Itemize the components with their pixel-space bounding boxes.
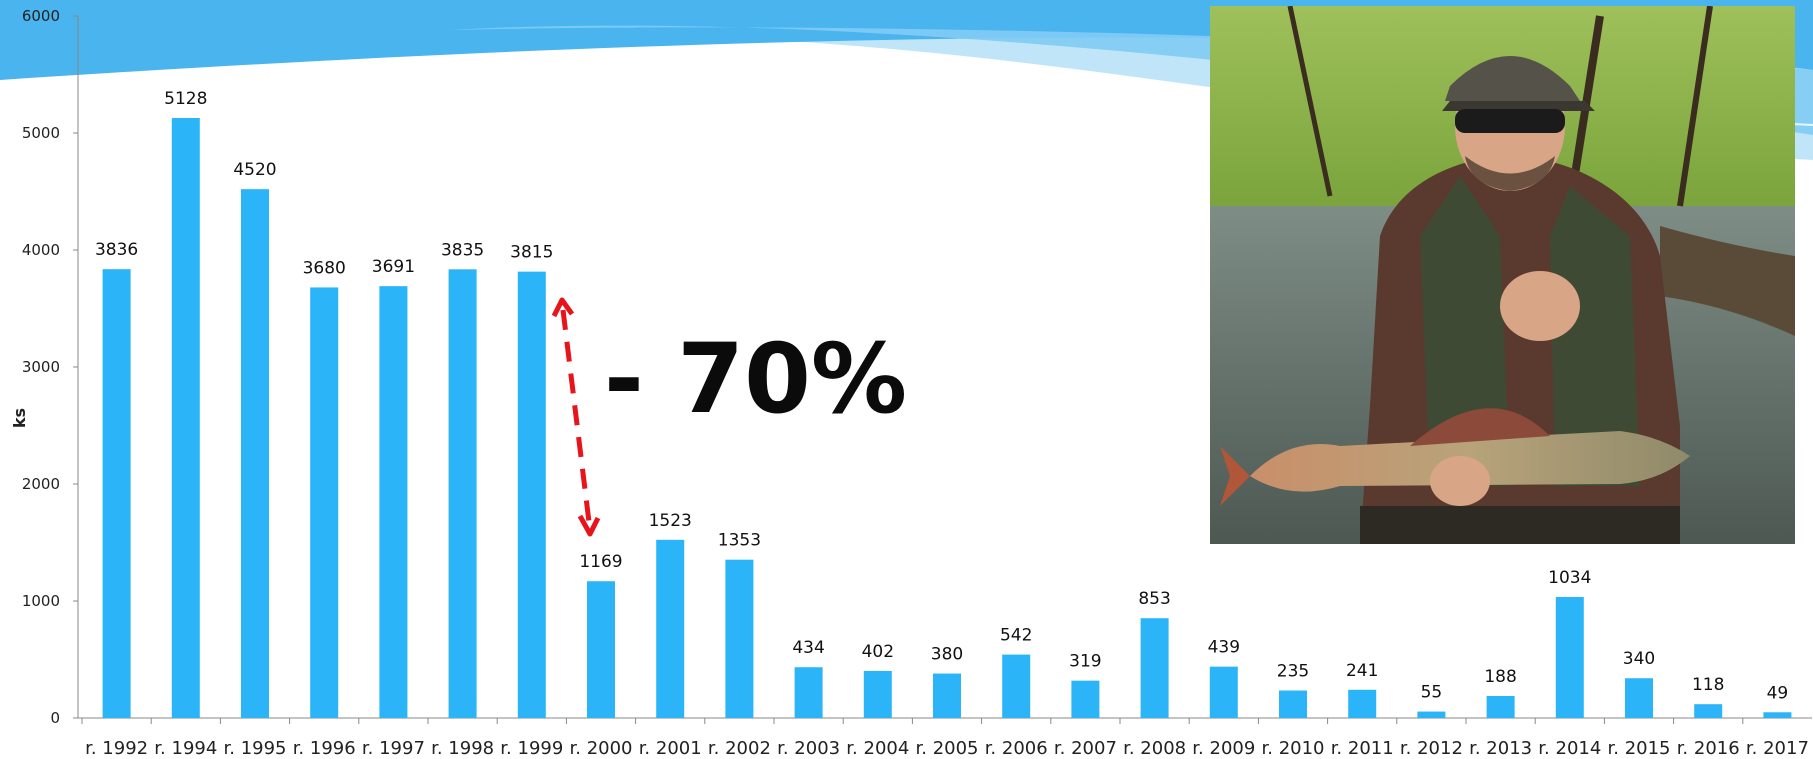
x-tick-label: r. 1995: [224, 738, 287, 759]
x-tick-label: r. 2015: [1608, 738, 1671, 759]
data-label: 439: [1208, 638, 1240, 658]
data-label: 55: [1421, 683, 1443, 703]
bar: [1763, 712, 1792, 718]
angler-photo: [1210, 6, 1795, 544]
bar: [794, 667, 823, 718]
x-tick-label: r. 1992: [85, 738, 148, 759]
x-tick-label: r. 1996: [293, 738, 356, 759]
data-label: 402: [862, 642, 894, 662]
data-label: 4520: [233, 160, 276, 180]
x-tick-label: r. 2009: [1192, 738, 1255, 759]
bar: [933, 673, 961, 718]
x-tick-label: r. 2007: [1054, 738, 1117, 759]
x-tick-label: r. 2002: [708, 738, 771, 759]
x-tick-label: r. 2003: [777, 738, 840, 759]
x-tick-label: r. 2004: [846, 738, 909, 759]
data-label: 380: [931, 645, 963, 665]
data-label: 49: [1767, 683, 1789, 703]
data-label: 188: [1484, 667, 1516, 687]
bar: [102, 269, 131, 718]
y-tick-label: 4000: [22, 241, 60, 259]
y-axis-label: ks: [10, 408, 29, 428]
bar: [241, 189, 269, 718]
bar: [725, 559, 754, 718]
data-label: 319: [1069, 652, 1101, 672]
bar: [1348, 689, 1377, 718]
chart-data-labels: 3836 5128 4520 3680 3691 3835 3815 1169 1523 1353…: [95, 89, 1788, 703]
bar: [1209, 666, 1238, 718]
data-label: 340: [1623, 649, 1655, 669]
x-tick-label: r. 2014: [1538, 738, 1601, 759]
data-label: 118: [1692, 675, 1724, 695]
data-label: 1523: [649, 511, 692, 531]
bar: [1555, 597, 1584, 718]
bar: [656, 539, 685, 718]
data-label: 1353: [718, 531, 761, 551]
x-tick-label: r. 1999: [500, 738, 563, 759]
data-label: 5128: [164, 89, 207, 109]
y-tick-label: 0: [50, 709, 60, 727]
bar: [863, 670, 892, 718]
bar: [1140, 618, 1169, 718]
bar: [1279, 690, 1307, 718]
data-label: 3691: [372, 257, 415, 277]
bar: [1417, 711, 1446, 718]
bar: [587, 581, 615, 718]
chart-x-ticks: r. 1992 r. 1994 r. 1995 r. 1996 r. 1997 r. 19…: [81, 718, 1809, 759]
y-tick-label: 5000: [22, 124, 60, 142]
bar: [379, 286, 408, 718]
x-tick-label: r. 2017: [1746, 738, 1809, 759]
data-label: 542: [1000, 626, 1032, 646]
x-tick-label: r. 1997: [362, 738, 425, 759]
x-tick-label: r. 2001: [639, 738, 702, 759]
bar: [171, 118, 200, 719]
data-label: 241: [1346, 661, 1378, 681]
bar: [1625, 678, 1653, 718]
x-tick-label: r. 2012: [1400, 738, 1463, 759]
x-tick-label: r. 2013: [1469, 738, 1532, 759]
data-label: 235: [1277, 662, 1309, 682]
bar: [1002, 654, 1031, 718]
x-tick-label: r. 2006: [985, 738, 1048, 759]
data-label: 3835: [441, 240, 484, 260]
x-tick-label: r. 1998: [431, 738, 494, 759]
y-tick-label: 2000: [22, 475, 60, 493]
data-label: 3815: [510, 243, 553, 263]
bar: [1694, 704, 1723, 718]
y-tick-label: 1000: [22, 592, 60, 610]
chart-bars: [102, 118, 1792, 719]
bar: [448, 269, 477, 718]
bar: [310, 287, 339, 718]
bar: [517, 271, 546, 718]
data-label: 3680: [303, 258, 346, 278]
y-tick-label: 3000: [22, 358, 60, 376]
drop-arrow: [551, 297, 601, 537]
x-tick-label: r. 2008: [1123, 738, 1186, 759]
y-tick-label: 6000: [22, 7, 60, 25]
x-tick-label: r. 2000: [570, 738, 633, 759]
bar: [1071, 680, 1100, 718]
drop-percentage-text: - 70%: [604, 323, 907, 435]
data-label: 3836: [95, 240, 138, 260]
data-label: 434: [792, 638, 824, 658]
data-label: 1034: [1548, 568, 1591, 588]
bar: [1486, 696, 1515, 718]
x-tick-label: r. 2011: [1331, 738, 1394, 759]
x-tick-label: r. 2010: [1262, 738, 1325, 759]
data-label: 1169: [579, 552, 622, 572]
data-label: 853: [1138, 589, 1170, 609]
x-tick-label: r. 1994: [154, 738, 217, 759]
x-tick-label: r. 2016: [1677, 738, 1740, 759]
x-tick-label: r. 2005: [916, 738, 979, 759]
